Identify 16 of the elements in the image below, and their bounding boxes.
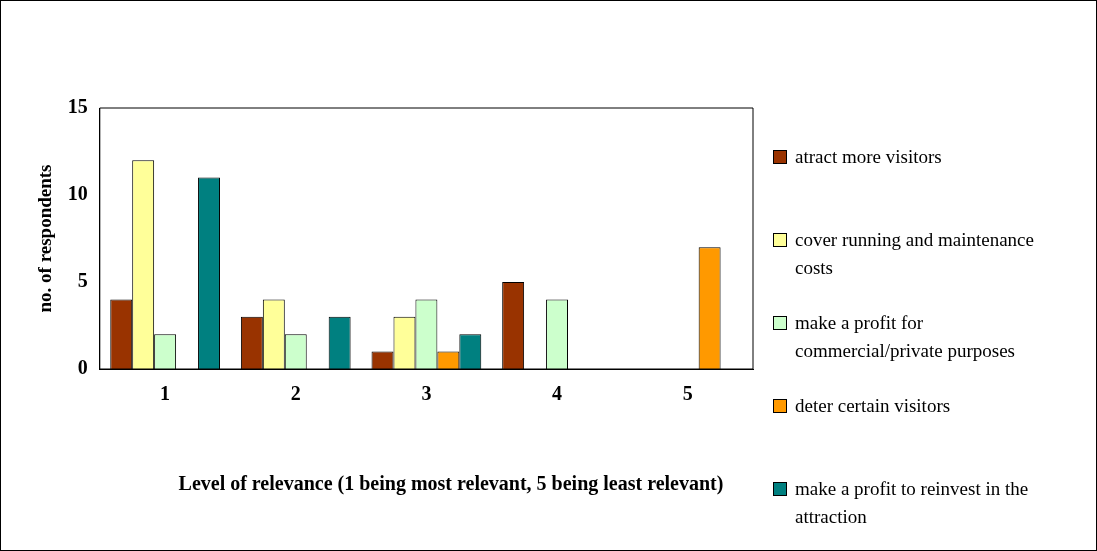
legend-label: cover running and maintenance costs <box>795 229 1034 278</box>
y-tick-label: 0 <box>77 356 88 379</box>
legend-label: atract more visitors <box>795 146 942 167</box>
legend-label: make a profit for commercial/private purposes <box>795 312 1016 361</box>
y-tick-label: 5 <box>77 269 88 292</box>
y-tick-label: 10 <box>67 182 88 205</box>
y-axis-title: no. of respondents <box>34 164 56 313</box>
legend-label: deter certain visitors <box>795 395 951 416</box>
x-tick-label: 1 <box>160 382 171 405</box>
x-axis-title: Level of relevance (1 being most relevant, 5 being least relevant) <box>177 471 725 497</box>
x-tick-label: 3 <box>421 382 432 405</box>
y-tick-label: 15 <box>67 95 88 118</box>
x-tick-label: 2 <box>290 382 301 405</box>
legend-label: make a profit to reinvest in the attraction <box>795 478 1029 527</box>
x-tick-label: 5 <box>682 382 693 405</box>
x-tick-label: 4 <box>552 382 563 405</box>
